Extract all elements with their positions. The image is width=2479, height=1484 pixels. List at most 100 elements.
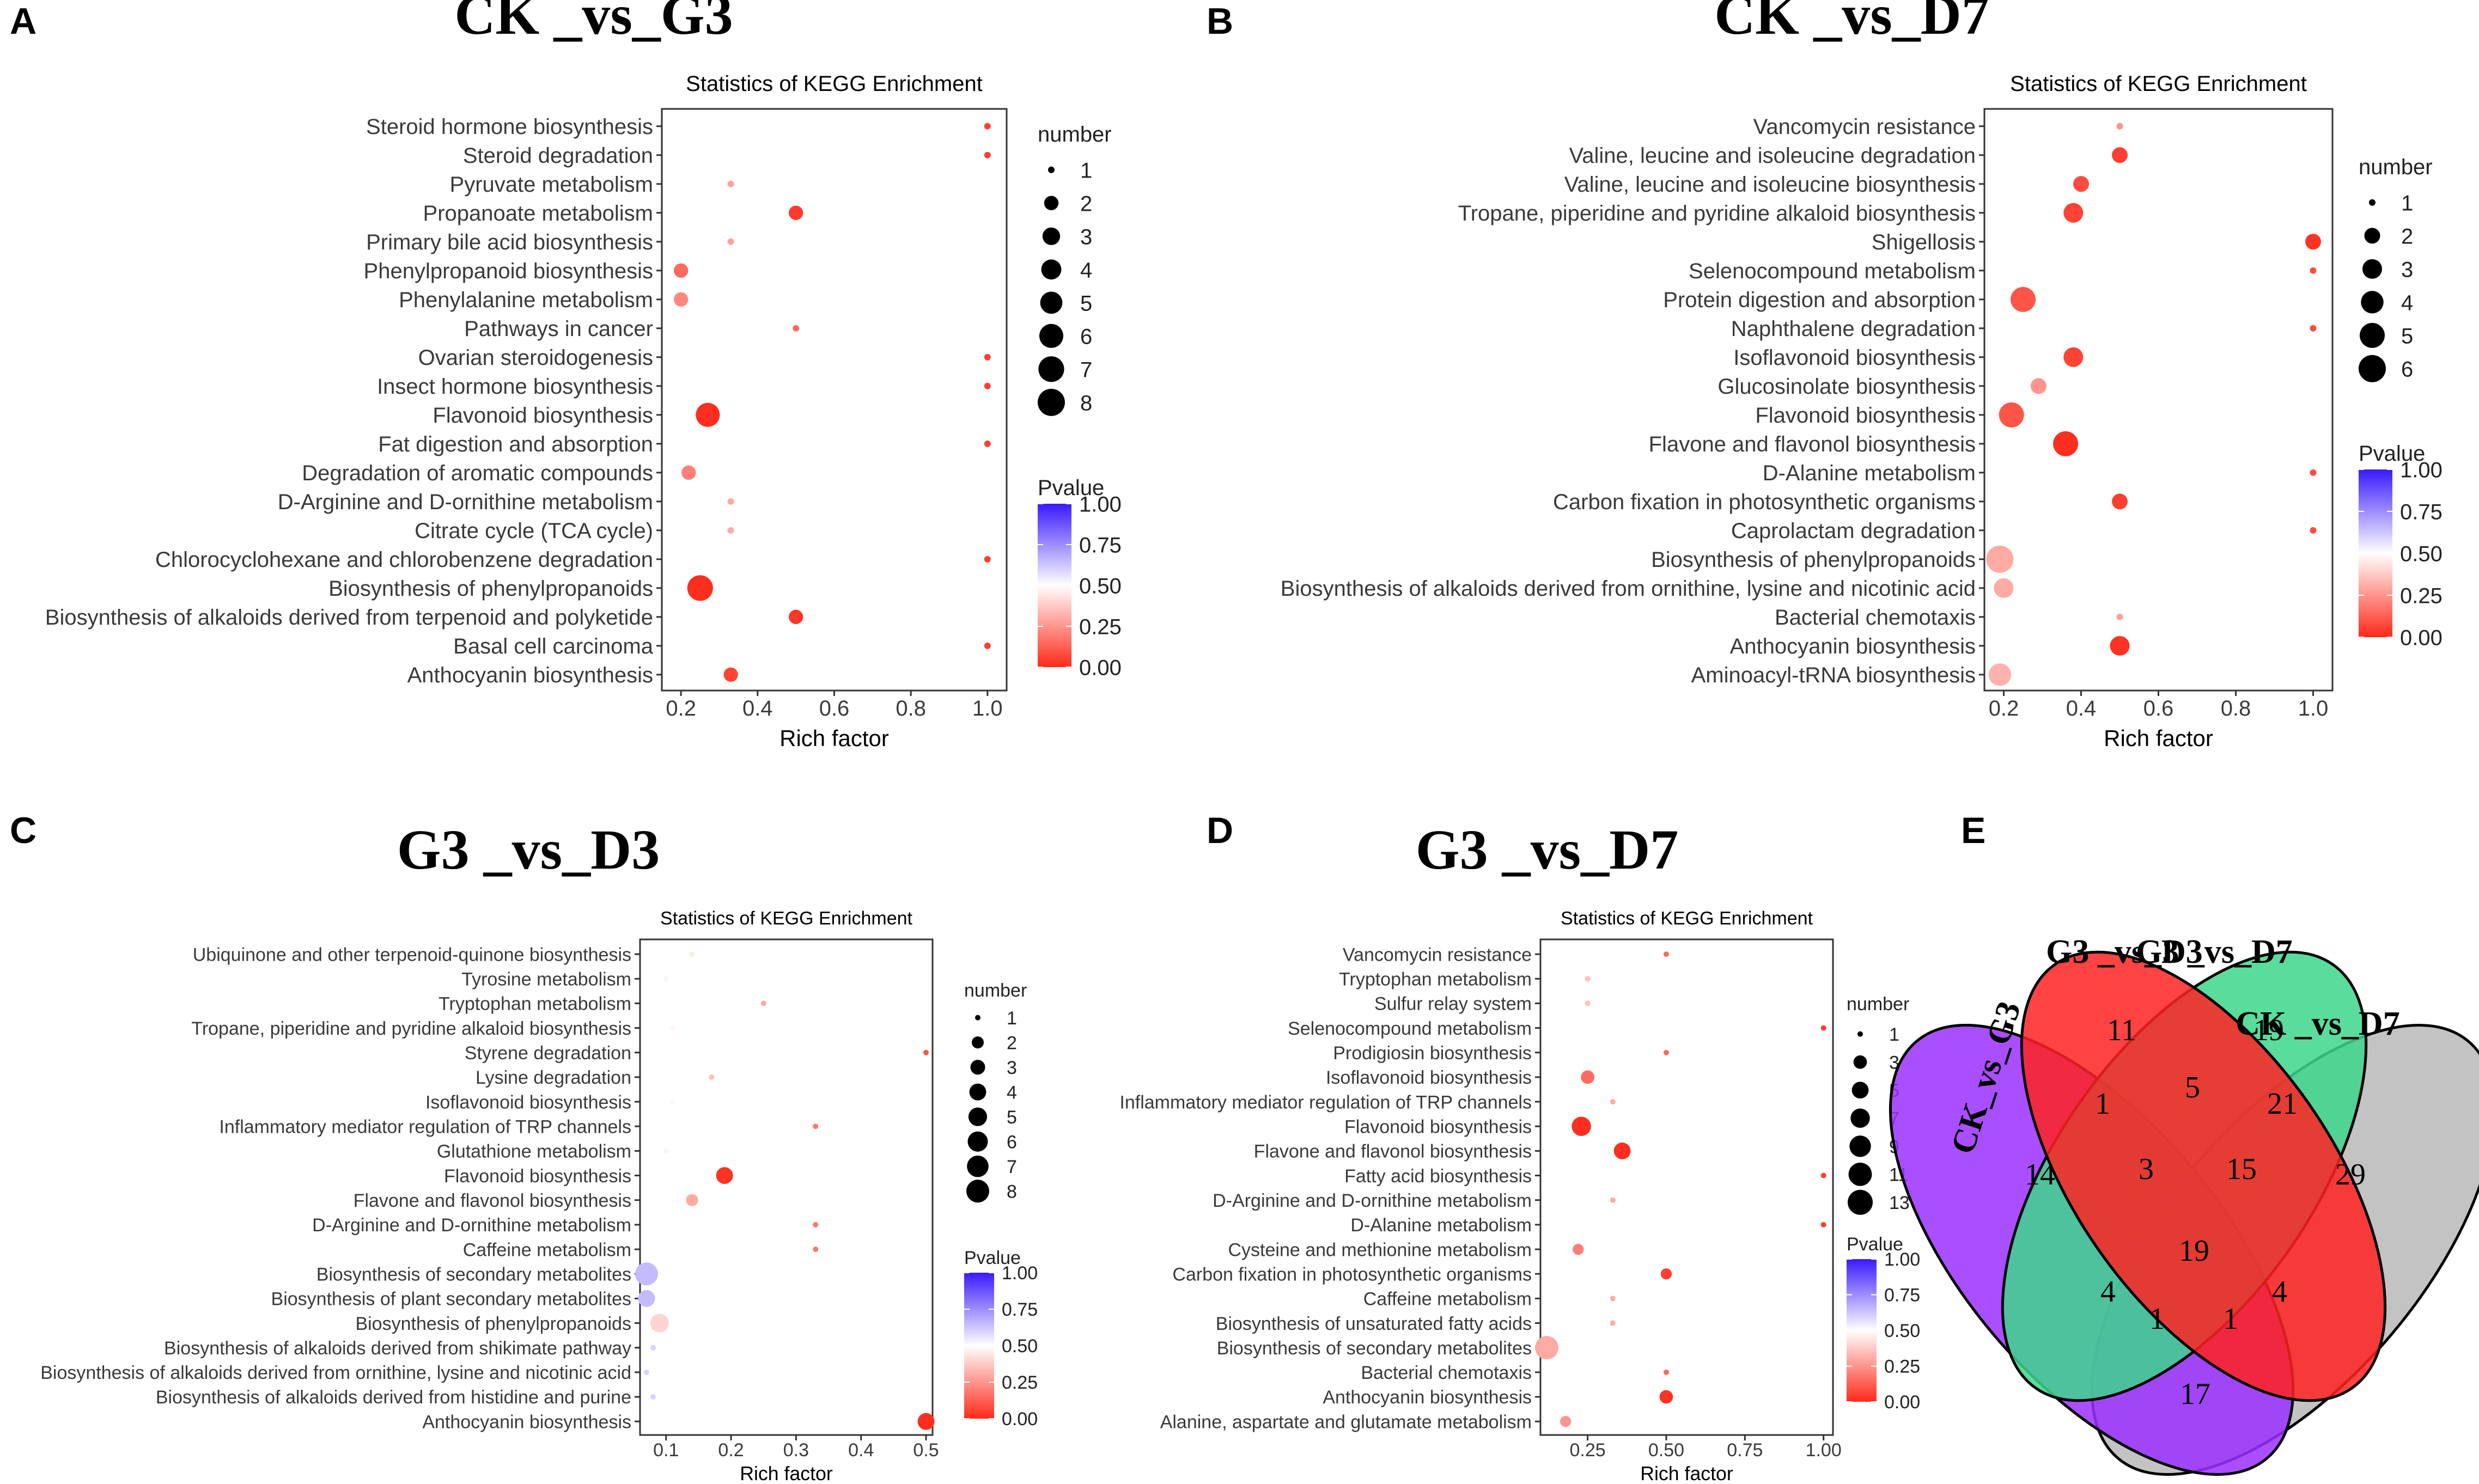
pathway-label: Biosynthesis of alkaloids derived from h…: [156, 1387, 631, 1408]
venn-set-label: G3 _vs_D7: [2136, 933, 2293, 970]
size-legend-dot: [966, 1180, 989, 1203]
data-point: [1988, 663, 2012, 686]
data-point: [984, 555, 991, 563]
x-tick-label: 0.4: [2066, 697, 2097, 720]
data-point: [984, 382, 991, 389]
pathway-label: D-Arginine and D-ornithine metabolism: [278, 490, 653, 514]
pathway-label: Phenylpropanoid biosynthesis: [364, 259, 653, 283]
pathway-label: Isoflavonoid biosynthesis: [1326, 1067, 1532, 1088]
data-point: [1663, 1049, 1669, 1055]
data-point: [1820, 1222, 1826, 1227]
data-point: [643, 1369, 649, 1375]
color-bar: [1038, 504, 1071, 667]
pathway-label: Prodigiosin biosynthesis: [1333, 1043, 1532, 1064]
pathway-label: Carbon fixation in photosynthetic organi…: [1553, 490, 1976, 514]
data-point: [663, 976, 669, 982]
size-legend-label: 3: [2401, 258, 2413, 282]
data-point: [2063, 203, 2084, 223]
pathway-label: Vancomycin resistance: [1753, 115, 1976, 139]
color-legend-label: 0.50: [2400, 542, 2443, 566]
data-point: [681, 465, 696, 480]
data-point: [2116, 123, 2123, 130]
data-point: [917, 1413, 935, 1430]
color-legend-label: 0.50: [1002, 1336, 1038, 1357]
venn-region-count: 11: [2107, 1013, 2136, 1047]
data-point: [984, 151, 991, 158]
data-point: [1820, 1172, 1826, 1178]
size-legend-label: 1: [2401, 191, 2413, 215]
pathway-label: Selenocompound metabolism: [1288, 1018, 1532, 1039]
pathway-label: Biosynthesis of alkaloids derived from o…: [40, 1363, 631, 1383]
pathway-label: Tropane, piperidine and pyridine alkaloi…: [191, 1018, 631, 1039]
pathway-label: Valine, leucine and isoleucine degradati…: [1569, 144, 1976, 168]
data-point: [2063, 347, 2084, 367]
color-legend-label: 0.25: [2400, 584, 2443, 608]
pathway-label: Chlorocyclohexane and chlorobenzene degr…: [155, 548, 653, 572]
color-legend-label: 0.00: [1079, 656, 1122, 680]
panel-title: G3 _vs_D7: [1416, 819, 1678, 881]
pathway-label: Pyruvate metabolism: [450, 173, 653, 197]
pathway-label: Degradation of aromatic compounds: [302, 461, 653, 485]
size-legend-title: number: [1038, 123, 1112, 146]
panel-title: G3 _vs_D3: [397, 819, 660, 881]
size-legend-label: 8: [1007, 1181, 1017, 1202]
data-point: [650, 1314, 669, 1333]
panel-letter: A: [10, 1, 36, 42]
color-legend-label: 1.00: [2400, 458, 2443, 482]
size-legend-dot: [2369, 199, 2376, 206]
color-legend-label: 0.00: [2400, 626, 2443, 650]
x-tick-label: 1.00: [1806, 1440, 1842, 1461]
data-point: [1999, 402, 2024, 428]
pathway-label: Pathways in cancer: [464, 317, 653, 341]
data-point: [2310, 325, 2317, 332]
panel-letter: D: [1207, 810, 1233, 851]
pathway-label: Cysteine and methionine metabolism: [1228, 1239, 1532, 1260]
plot-frame: [639, 938, 934, 1436]
size-legend-dot: [1849, 1135, 1871, 1157]
pathway-label: Valine, leucine and isoleucine biosynthe…: [1564, 173, 1976, 197]
pathway-label: Citrate cycle (TCA cycle): [415, 519, 653, 543]
pathway-label: Biosynthesis of alkaloids derived from t…: [45, 606, 653, 630]
pathway-label: Inflammatory mediator regulation of TRP …: [219, 1116, 631, 1137]
pathway-label: D-Alanine metabolism: [1763, 461, 1976, 485]
data-point: [727, 498, 734, 505]
x-tick-label: 0.75: [1727, 1440, 1763, 1461]
pathway-label: Glutathione metabolism: [437, 1141, 631, 1162]
plot-frame: [1539, 938, 1834, 1436]
data-point: [813, 1247, 819, 1253]
x-tick-label: 0.5: [913, 1440, 939, 1461]
size-legend-label: 4: [1007, 1082, 1017, 1103]
data-point: [1572, 1116, 1591, 1136]
x-axis-label: Rich factor: [740, 1463, 833, 1484]
pathway-label: Flavone and flavonol biosynthesis: [1649, 432, 1976, 456]
x-tick-label: 0.6: [2143, 697, 2174, 720]
data-point: [1573, 1243, 1584, 1255]
venn-region-count: 1: [2223, 1302, 2238, 1336]
x-tick-label: 0.1: [653, 1440, 679, 1461]
pathway-label: Protein digestion and absorption: [1663, 288, 1976, 312]
size-legend-dot: [1044, 196, 1059, 211]
x-tick-label: 0.4: [848, 1440, 874, 1461]
pathway-label: Bacterial chemotaxis: [1361, 1363, 1532, 1383]
color-legend-label: 1.00: [1002, 1263, 1038, 1284]
data-point: [1560, 1415, 1572, 1427]
venn-region-count: 1: [2149, 1302, 2165, 1336]
pathway-label: Anthocyanin biosynthesis: [422, 1412, 631, 1432]
x-tick-label: 1.0: [972, 697, 1003, 720]
pathway-label: Anthocyanin biosynthesis: [1323, 1387, 1532, 1408]
pathway-label: Flavonoid biosynthesis: [433, 404, 653, 428]
color-bar: [2359, 469, 2392, 637]
pathway-label: Biosynthesis of secondary metabolites: [316, 1264, 631, 1285]
size-legend-dot: [2360, 322, 2385, 348]
size-legend-dot: [2359, 355, 2386, 382]
size-legend-label: 2: [1007, 1033, 1017, 1053]
pathway-label: Caprolactam degradation: [1731, 519, 1976, 543]
size-legend-dot: [1850, 1108, 1870, 1128]
venn-region-count: 19: [2179, 1234, 2209, 1268]
data-point: [2053, 431, 2079, 456]
color-legend-label: 0.25: [1002, 1372, 1038, 1393]
pathway-label: Glucosinolate biosynthesis: [1717, 375, 1976, 399]
pathway-label: Biosynthesis of phenylpropanoids: [355, 1314, 631, 1334]
venn-region-count: 3: [2139, 1152, 2154, 1186]
data-point: [673, 292, 689, 307]
